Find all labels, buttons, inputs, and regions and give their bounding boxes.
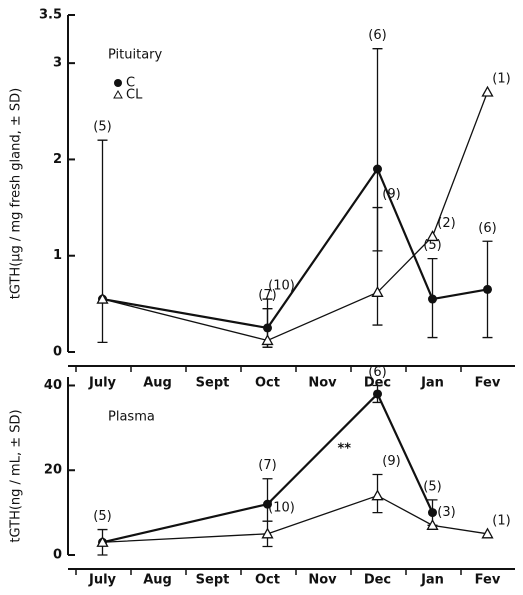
x-tick-label: Oct bbox=[255, 573, 280, 588]
y-tick-label: 3.5 bbox=[39, 8, 62, 23]
n-label: (9) bbox=[382, 187, 400, 202]
n-label: (7) bbox=[258, 458, 276, 473]
x-tick-label: Jan bbox=[420, 376, 444, 391]
x-tick-label: Aug bbox=[143, 376, 172, 391]
n-label: (6) bbox=[368, 28, 386, 43]
y-tick-label: 0 bbox=[53, 548, 62, 563]
y-axis-title: tGTH(µg / mg fresh gland, ± SD) bbox=[9, 88, 24, 299]
data-point bbox=[428, 294, 437, 304]
data-point bbox=[428, 508, 437, 518]
data-point bbox=[481, 85, 494, 97]
y-tick-label: 3 bbox=[53, 56, 62, 71]
x-tick-label: Sept bbox=[196, 376, 230, 391]
n-label: (2) bbox=[437, 216, 455, 231]
data-point bbox=[263, 499, 272, 509]
error-bar bbox=[97, 139, 108, 344]
data-point bbox=[261, 334, 274, 346]
n-label: (10) bbox=[268, 501, 295, 516]
legend-label: C bbox=[126, 76, 135, 91]
x-tick-label: Aug bbox=[143, 573, 172, 588]
y-axis-title: tGTH(ng / mL, ± SD) bbox=[9, 409, 24, 542]
legend-marker bbox=[114, 79, 122, 87]
x-tick-label: Fev bbox=[475, 573, 501, 588]
n-label: (1) bbox=[492, 72, 510, 87]
y-tick-label: 20 bbox=[44, 463, 62, 478]
data-point bbox=[96, 535, 109, 547]
n-label: (5) bbox=[93, 120, 111, 135]
series-line bbox=[102, 91, 489, 342]
data-point bbox=[96, 292, 109, 304]
n-label: (6) bbox=[478, 221, 496, 236]
x-tick-label: Dec bbox=[364, 573, 391, 588]
error-bar bbox=[372, 206, 383, 326]
x-tick-label: Nov bbox=[308, 376, 337, 391]
y-tick-label: 0 bbox=[53, 345, 62, 360]
y-tick-label: 40 bbox=[44, 378, 62, 393]
data-point bbox=[371, 489, 384, 501]
x-tick-label: Fev bbox=[475, 376, 501, 391]
x-tick-label: Nov bbox=[308, 573, 337, 588]
x-tick-label: July bbox=[88, 376, 117, 391]
annotation: ** bbox=[338, 442, 352, 457]
x-tick-label: Oct bbox=[255, 376, 280, 391]
data-point bbox=[426, 518, 439, 530]
x-tick-label: Sept bbox=[196, 573, 230, 588]
series-line bbox=[102, 392, 434, 544]
y-tick-label: 2 bbox=[53, 152, 62, 167]
data-point bbox=[426, 230, 439, 242]
panel-label: Plasma bbox=[108, 410, 155, 425]
data-point bbox=[373, 389, 382, 399]
data-point bbox=[481, 527, 494, 539]
x-tick-label: July bbox=[88, 573, 117, 588]
data-point bbox=[371, 285, 384, 297]
n-label: (9) bbox=[382, 454, 400, 469]
data-point bbox=[261, 527, 274, 539]
n-label: (1) bbox=[492, 513, 510, 528]
n-label: (6) bbox=[368, 365, 386, 380]
x-tick-label: Jan bbox=[420, 573, 444, 588]
n-label: (3) bbox=[437, 505, 455, 520]
x-tick-label: Dec bbox=[364, 376, 391, 391]
data-point bbox=[373, 164, 382, 174]
y-tick-label: 1 bbox=[53, 248, 62, 263]
series-line bbox=[102, 494, 488, 543]
panel-label: Pituitary bbox=[108, 48, 163, 63]
legend-marker bbox=[113, 89, 123, 99]
n-label: (10) bbox=[268, 279, 295, 294]
n-label: (5) bbox=[93, 509, 111, 524]
n-label: (5) bbox=[423, 479, 441, 494]
data-point bbox=[483, 284, 492, 294]
legend-label: CL bbox=[126, 88, 143, 103]
